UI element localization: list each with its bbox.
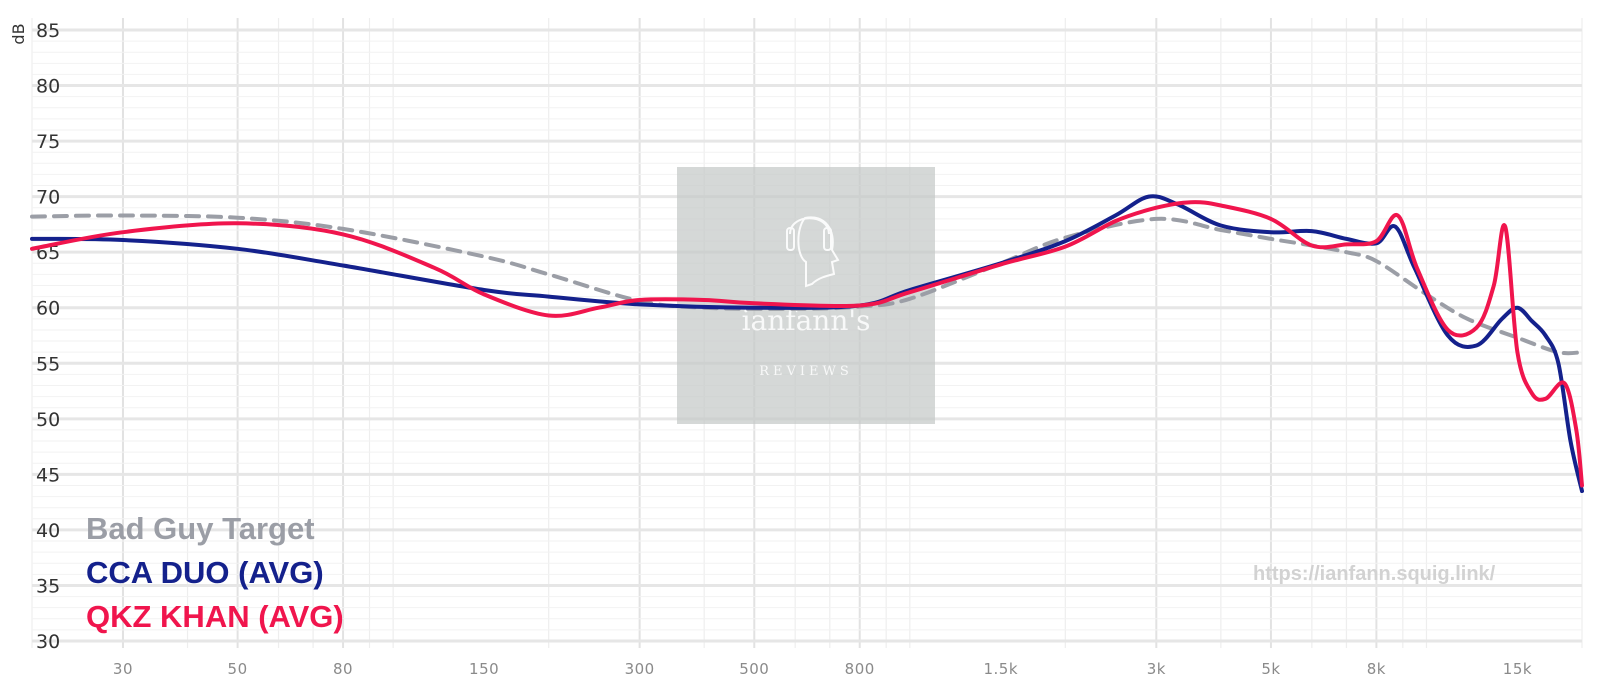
y-tick-label: 60	[36, 298, 60, 320]
y-tick-label: 85	[36, 20, 60, 42]
legend: Bad Guy Target CCA DUO (AVG) QKZ KHAN (A…	[86, 511, 344, 634]
source-url: https://ianfann.squig.link/	[1253, 563, 1496, 585]
x-tick-label: 150	[469, 660, 499, 678]
x-tick-label: 1.5k	[984, 660, 1019, 678]
legend-entry-target: Bad Guy Target	[86, 511, 315, 546]
y-tick-label: 70	[36, 187, 60, 209]
x-tick-label: 5k	[1261, 660, 1280, 678]
headphone-head-icon	[786, 216, 840, 288]
y-tick-label: 45	[36, 464, 60, 486]
x-tick-label: 8k	[1367, 660, 1386, 678]
x-tick-label: 800	[845, 660, 875, 678]
x-tick-label: 500	[739, 660, 769, 678]
x-tick-label: 3k	[1147, 660, 1166, 678]
y-tick-label: 75	[36, 131, 60, 153]
qkz-khan-curve	[30, 200, 1584, 488]
x-axis-tick-labels: 30 50 80 150 300 500 800 1.5k 3k 5k 8k 15k	[113, 660, 1532, 678]
legend-entry-qkz-khan: QKZ KHAN (AVG)	[86, 599, 344, 634]
y-tick-label: 80	[36, 76, 60, 98]
x-tick-label: 30	[113, 660, 133, 678]
y-tick-label: 40	[36, 520, 60, 542]
x-tick-label: 50	[228, 660, 248, 678]
legend-entry-cca-duo: CCA DUO (AVG)	[86, 555, 324, 590]
x-tick-label: 15k	[1503, 660, 1532, 678]
x-tick-label: 80	[333, 660, 353, 678]
x-tick-label: 300	[625, 660, 655, 678]
target-curve	[30, 213, 1584, 356]
y-tick-label: 50	[36, 409, 60, 431]
watermark-subtitle: REVIEWS	[759, 364, 853, 379]
series-layer	[30, 194, 1584, 493]
y-axis-label: dB	[9, 23, 28, 44]
y-tick-label: 30	[36, 631, 60, 653]
y-tick-label: 35	[36, 575, 60, 597]
y-tick-label: 55	[36, 353, 60, 375]
